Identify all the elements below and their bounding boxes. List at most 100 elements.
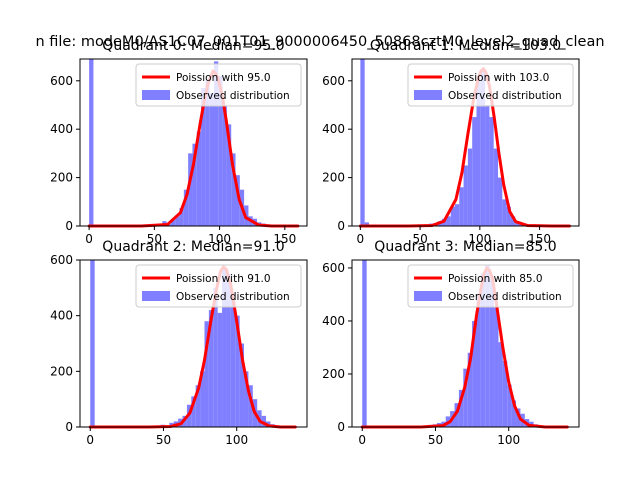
histogram-bar (226, 124, 232, 226)
y-tick-label: 0 (65, 420, 73, 434)
y-tick-label: 200 (50, 171, 73, 185)
subplot-title: Quadrant 2: Median=91.0 (102, 239, 284, 255)
histogram-bar (493, 148, 498, 226)
histogram-bar (450, 206, 455, 226)
histogram-bar (458, 389, 464, 427)
legend-label-observed: Observed distribution (176, 291, 290, 303)
y-tick-label: 400 (50, 309, 73, 323)
histogram-bar (476, 294, 481, 427)
histogram-bar (222, 104, 227, 226)
subplot-title: Quadrant 1: Median=103.0 (370, 38, 561, 54)
histogram-bar (489, 117, 494, 226)
histogram-bars (90, 260, 275, 427)
histogram-bar (235, 175, 240, 226)
legend-label-observed: Observed distribution (176, 90, 290, 102)
histogram-bar (222, 268, 227, 427)
histogram-bar (472, 117, 477, 226)
x-tick-label: 50 (156, 433, 171, 447)
y-tick-label: 200 (322, 367, 345, 381)
histogram-bar (191, 396, 196, 427)
legend-box (135, 63, 302, 107)
histogram-bar (498, 177, 503, 226)
histogram-bar (188, 153, 193, 226)
legend-label-observed: Observed distribution (448, 291, 562, 303)
histogram-bar (467, 352, 473, 427)
legend-label-poisson: Poission with 103.0 (448, 72, 549, 84)
histogram-bar (463, 368, 468, 427)
figure-title: n file: modeM0/AS1C07_001T01_9000006450_… (35, 34, 604, 50)
legend-box (407, 63, 574, 107)
histogram-bar (209, 92, 214, 226)
legend-box (135, 264, 302, 308)
histogram-bar (362, 260, 367, 427)
histogram-bar (507, 384, 512, 427)
y-tick-label: 600 (50, 74, 73, 88)
y-tick-label: 0 (337, 420, 345, 434)
x-tick-label: 150 (528, 232, 551, 246)
histogram-bar (239, 343, 245, 427)
subplot-quadrant-0: 0 50 100 150 0 200 400 600 Quadrant 0: Median=95… (50, 38, 308, 246)
legend-patch-swatch (414, 291, 442, 301)
axes-frame (351, 259, 580, 428)
histogram-bar (506, 206, 511, 226)
histogram-bar (217, 312, 223, 427)
histogram-bar (454, 403, 459, 427)
histogram-bar (489, 278, 495, 427)
histogram-bar (213, 61, 219, 226)
histogram-bar (208, 310, 214, 427)
axes-frame (79, 259, 308, 428)
histogram-bar (205, 80, 210, 226)
legend-label-observed: Observed distribution (448, 90, 562, 102)
histogram-bar (480, 68, 486, 227)
x-tick-label: 100 (225, 433, 248, 447)
histogram-bar (204, 321, 209, 427)
legend: Poission with 85.0 Observed distribution (407, 264, 574, 308)
histogram-bar (502, 360, 508, 427)
histogram-bar (494, 307, 499, 427)
x-tick-label: 0 (85, 232, 93, 246)
histogram-bar (230, 298, 236, 427)
y-tick-label: 0 (337, 219, 345, 233)
histogram-bar (248, 385, 253, 427)
y-tick-label: 0 (65, 219, 73, 233)
histogram-bar (467, 148, 473, 226)
histogram-bar (183, 189, 189, 226)
legend-label-poisson: Poission with 85.0 (448, 273, 543, 285)
histogram-bar (498, 342, 503, 427)
subplot-quadrant-2: 0 50 100 0 200 400 600 Quadrant 2: Median=91.0 P… (50, 239, 308, 447)
legend-label-poisson: Poission with 95.0 (176, 72, 271, 84)
histogram-bar (261, 415, 266, 427)
histogram-bar (502, 199, 507, 226)
legend: Poission with 91.0 Observed distribution (135, 264, 302, 308)
legend: Poission with 103.0 Observed distribution (407, 63, 574, 107)
histogram-bar (213, 287, 218, 427)
histogram-bar (485, 104, 490, 226)
histogram-bar (175, 216, 180, 226)
y-tick-label: 400 (322, 122, 345, 136)
histogram-bar (201, 88, 206, 226)
histogram-bar (476, 80, 481, 226)
axes-frame (351, 58, 580, 227)
legend-patch-swatch (414, 90, 442, 100)
legend-patch-swatch (142, 90, 170, 100)
histogram-bar (360, 59, 365, 226)
x-tick-label: 50 (412, 232, 427, 246)
histogram-bar (485, 265, 490, 427)
histogram-bar (192, 143, 197, 226)
histogram-bar (459, 187, 464, 226)
x-tick-label: 100 (468, 232, 491, 246)
x-tick-label: 150 (273, 232, 296, 246)
histogram-bar (90, 260, 95, 427)
histogram-bar (454, 204, 460, 226)
histogram-bar (446, 216, 451, 226)
y-tick-label: 400 (50, 122, 73, 136)
x-tick-label: 0 (357, 232, 365, 246)
y-tick-label: 600 (322, 261, 345, 275)
x-tick-label: 0 (86, 433, 94, 447)
histogram-bar (89, 59, 94, 226)
histogram-bar (463, 165, 468, 226)
y-tick-label: 200 (322, 171, 345, 185)
histogram-bar (510, 216, 516, 226)
histogram-bar (200, 371, 205, 427)
